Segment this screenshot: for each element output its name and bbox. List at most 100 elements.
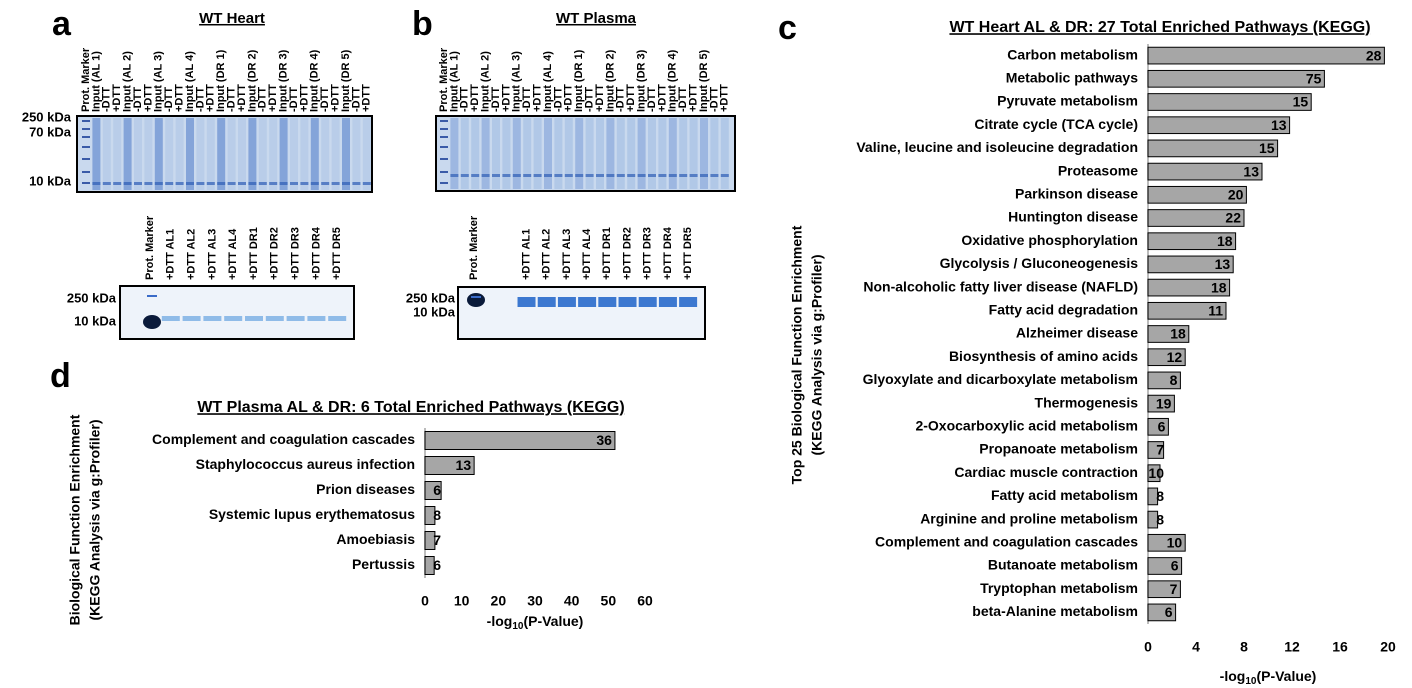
gel-lane: [134, 118, 142, 190]
gel-band: [492, 174, 500, 177]
gel-band: [82, 128, 90, 130]
category-label: Metabolic pathways: [1006, 70, 1138, 86]
lane-label: +DTT AL2: [186, 229, 198, 280]
lane-label: +DTT DR3: [642, 227, 654, 280]
gel-band: [658, 174, 666, 177]
gel-band: [659, 297, 677, 307]
gel-lane: [269, 118, 277, 190]
gel-lane: [482, 118, 490, 189]
gel-lane: [523, 118, 531, 189]
gel-band: [217, 182, 225, 185]
gel: [458, 287, 705, 339]
gel-band: [690, 174, 698, 177]
lane-label: +DTT DR2: [621, 227, 633, 280]
gel-lane: [332, 118, 340, 190]
gel-band: [586, 174, 594, 177]
x-tick-label: 50: [601, 593, 617, 609]
gel-band: [639, 297, 657, 307]
gel-band: [440, 182, 448, 184]
gel-band: [721, 174, 729, 177]
gel-lane: [113, 118, 121, 190]
category-label: Amoebiasis: [336, 531, 415, 547]
gel-band: [82, 146, 90, 148]
x-axis-label-part: (P-Value): [523, 613, 583, 629]
gel-lane: [658, 118, 666, 189]
gel-lane: [228, 118, 236, 190]
x-axis-label: -log10(P-Value): [487, 613, 584, 632]
gel-lane: [492, 118, 500, 189]
gel-band: [617, 174, 625, 177]
lane-label: +DTT DR3: [290, 227, 302, 280]
category-label: Complement and coagulation cascades: [152, 431, 415, 447]
gel-band: [82, 171, 90, 173]
chart-title: WT Plasma AL & DR: 6 Total Enriched Path…: [197, 399, 624, 416]
category-label: Huntington disease: [1008, 209, 1138, 225]
count-label: 6: [1165, 604, 1173, 620]
gel-band: [363, 182, 371, 185]
category-label: Alzheimer disease: [1016, 325, 1138, 341]
category-label: Complement and coagulation cascades: [875, 534, 1138, 550]
gel-lane: [321, 118, 329, 190]
x-axis-label: -log10(P-Value): [1220, 668, 1317, 687]
gel-lane: [92, 118, 100, 190]
gel-band: [627, 174, 635, 177]
gel-band: [342, 182, 350, 185]
gel-lane: [586, 118, 594, 189]
count-label: 75: [1306, 71, 1322, 87]
lane-label: +DTT DR5: [682, 227, 694, 280]
gel-title: WT Plasma: [556, 10, 637, 27]
gel-lane: [575, 118, 583, 189]
gel-lane: [638, 118, 646, 189]
gel-lane: [300, 118, 308, 190]
gel-band: [471, 174, 479, 177]
count-label: 18: [1217, 233, 1233, 249]
gel-lane: [248, 118, 256, 190]
gel-lane: [342, 118, 350, 190]
marker-label: 10 kDa: [413, 304, 456, 319]
gel-lane: [679, 118, 687, 189]
gel-band: [513, 174, 521, 177]
x-axis-label-part: 10: [512, 621, 524, 632]
gel-lane: [710, 118, 718, 189]
gel-band: [450, 174, 458, 177]
count-label: 22: [1225, 210, 1241, 226]
category-label: Butanoate metabolism: [988, 557, 1138, 573]
category-label: 2-Oxocarboxylic acid metabolism: [915, 418, 1138, 434]
gel-lane: [596, 118, 604, 189]
lane-label: +DTT DR4: [310, 226, 322, 280]
category-label: Tryptophan metabolism: [980, 580, 1138, 596]
category-label: Fatty acid degradation: [989, 302, 1138, 318]
gel-band: [82, 158, 90, 160]
panel-letter: c: [778, 9, 797, 47]
gel-band: [162, 316, 180, 321]
gel-band: [196, 182, 204, 185]
x-axis-label-part: -log: [1220, 668, 1246, 684]
category-label: Biosynthesis of amino acids: [949, 348, 1138, 364]
lane-label: Prot. Marker: [468, 215, 480, 280]
lane-label: +DTT: [719, 84, 731, 112]
count-label: 11: [1208, 303, 1223, 319]
gel-lane: [502, 118, 510, 189]
lane-label: +DTT DR2: [269, 227, 281, 280]
marker-label: 10 kDa: [74, 313, 117, 328]
gel-lane: [544, 118, 552, 189]
gel-lane: [352, 118, 360, 190]
x-tick-label: 0: [1144, 639, 1152, 655]
gel-lane: [513, 118, 521, 189]
gel-band: [238, 182, 246, 185]
marker-label: 250 kDa: [22, 109, 72, 124]
gel-band: [269, 182, 277, 185]
gel-band: [440, 136, 448, 138]
gel-lane: [103, 118, 111, 190]
gel-band: [155, 182, 163, 185]
gel-band: [440, 158, 448, 160]
gel-band: [482, 174, 490, 177]
gel-lane: [217, 118, 225, 190]
gel-band: [679, 174, 687, 177]
count-label: 20: [1228, 187, 1244, 203]
gel-band: [203, 316, 221, 321]
count-label: 13: [1271, 117, 1287, 133]
gel-lane: [617, 118, 625, 189]
count-label: 13: [1243, 163, 1259, 179]
gel-lane: [311, 118, 319, 190]
